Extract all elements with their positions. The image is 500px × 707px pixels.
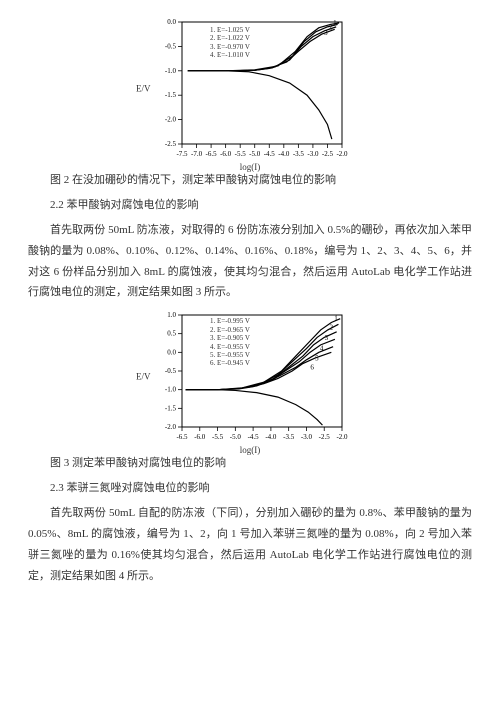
svg-text:-1.5: -1.5: [165, 405, 177, 413]
svg-text:-2.5: -2.5: [319, 433, 331, 441]
svg-text:1.0: 1.0: [167, 311, 176, 319]
svg-text:-6.5: -6.5: [176, 433, 188, 441]
fig3-ylabel: E/V: [136, 369, 151, 386]
section-2-3-paragraph: 首先取两份 50mL 自配的防冻液（下同），分别加入硼砂的量为 0.8%、苯甲酸…: [28, 503, 472, 587]
svg-text:-3.5: -3.5: [293, 150, 305, 158]
svg-text:-6.0: -6.0: [194, 433, 206, 441]
svg-text:-6.0: -6.0: [220, 150, 232, 158]
svg-text:-0.5: -0.5: [165, 42, 177, 50]
svg-text:-4.0: -4.0: [265, 433, 277, 441]
fig2-legend: 1. E=-1.025 V2. E=-1.022 V3. E=-0.970 V4…: [210, 26, 250, 60]
svg-text:0.0: 0.0: [167, 349, 176, 357]
svg-text:-1.5: -1.5: [165, 91, 177, 99]
svg-text:-4.5: -4.5: [248, 433, 260, 441]
svg-text:-5.5: -5.5: [212, 433, 224, 441]
svg-text:1: 1: [333, 19, 337, 27]
svg-text:1: 1: [334, 315, 338, 323]
figure-2-svg: -7.5-7.0-6.5-6.0-5.5-5.0-4.5-4.0-3.5-3.0…: [150, 14, 350, 164]
fig3-xlabel: log(I): [240, 442, 261, 459]
svg-text:-4.5: -4.5: [264, 150, 276, 158]
svg-text:-3.0: -3.0: [307, 150, 319, 158]
svg-text:0.0: 0.0: [167, 18, 176, 26]
svg-text:-6.5: -6.5: [206, 150, 218, 158]
svg-text:-5.5: -5.5: [235, 150, 247, 158]
svg-text:-1.0: -1.0: [165, 67, 177, 75]
svg-text:6: 6: [310, 364, 314, 372]
svg-text:-3.0: -3.0: [301, 433, 313, 441]
figure-3-container: -6.5 -6.0 -5.5 -5.0 -4.5 -4.0 -3.5 -3.0 -2.5 -2.0…: [28, 307, 472, 447]
svg-text:2: 2: [329, 23, 333, 31]
svg-text:-5.0: -5.0: [249, 150, 261, 158]
svg-text:5: 5: [315, 355, 319, 363]
section-2-3-heading: 2.3 苯骈三氮唑对腐蚀电位的影响: [28, 478, 472, 499]
svg-text:-2.0: -2.0: [336, 150, 348, 158]
section-2-2-paragraph: 首先取两份 50mL 防冻液，对取得的 6 份防冻液分别加入 0.5%的硼砂，再…: [28, 220, 472, 304]
svg-text:-7.5: -7.5: [176, 150, 188, 158]
svg-text:0.5: 0.5: [167, 330, 176, 338]
svg-text:2: 2: [329, 324, 333, 332]
figure-2-container: -7.5-7.0-6.5-6.0-5.5-5.0-4.5-4.0-3.5-3.0…: [28, 14, 472, 164]
svg-text:-3.5: -3.5: [283, 433, 295, 441]
svg-text:-5.0: -5.0: [230, 433, 242, 441]
svg-text:3: 3: [324, 29, 328, 37]
svg-text:-2.0: -2.0: [165, 116, 177, 124]
svg-text:3: 3: [325, 334, 329, 342]
svg-text:-2.5: -2.5: [165, 140, 177, 148]
svg-text:-4.0: -4.0: [278, 150, 290, 158]
figure-2-chart: -7.5-7.0-6.5-6.0-5.5-5.0-4.5-4.0-3.5-3.0…: [150, 14, 350, 164]
svg-text:-2.5: -2.5: [322, 150, 334, 158]
svg-text:-2.0: -2.0: [336, 433, 348, 441]
svg-text:-7.0: -7.0: [191, 150, 203, 158]
figure-3-chart: -6.5 -6.0 -5.5 -5.0 -4.5 -4.0 -3.5 -3.0 -2.5 -2.0…: [150, 307, 350, 447]
svg-text:-1.0: -1.0: [165, 386, 177, 394]
svg-text:-2.0: -2.0: [165, 423, 177, 431]
fig3-legend: 1. E=-0.995 V2. E=-0.965 V3. E=-0.905 V4…: [210, 317, 250, 367]
fig2-xlabel: log(I): [240, 159, 261, 176]
figure-3-svg: -6.5 -6.0 -5.5 -5.0 -4.5 -4.0 -3.5 -3.0 -2.5 -2.0…: [150, 307, 350, 447]
section-2-2-heading: 2.2 苯甲酸钠对腐蚀电位的影响: [28, 195, 472, 216]
svg-text:-0.5: -0.5: [165, 367, 177, 375]
fig2-ylabel: E/V: [136, 80, 151, 97]
svg-text:4: 4: [320, 345, 324, 353]
